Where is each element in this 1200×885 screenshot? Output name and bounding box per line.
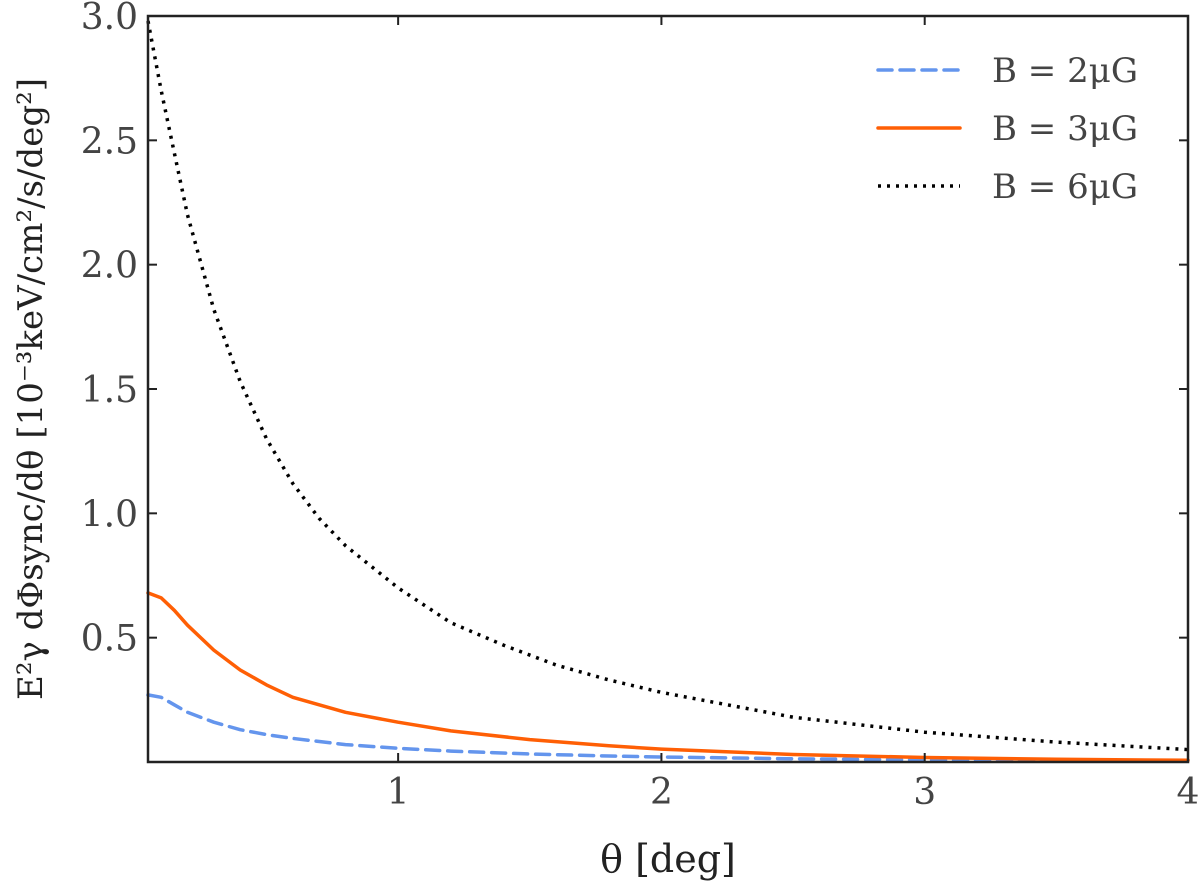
series-line-1 [146, 693, 1190, 764]
legend-label-3: B = 6μG [992, 167, 1138, 207]
legend-label-1: B = 2μG [992, 51, 1138, 91]
legend-label-2: B = 3μG [992, 109, 1138, 149]
legend: B = 2μG B = 3μG B = 6μG [876, 51, 1138, 207]
series-line-2 [146, 591, 1190, 763]
y-tick-label: 2.0 [81, 246, 138, 287]
series-layer [146, 20, 1190, 764]
x-tick-label: 1 [387, 772, 410, 813]
y-tick-label: 2.5 [81, 121, 138, 162]
x-tick-label: 4 [1177, 772, 1200, 813]
x-tick-label: 2 [650, 772, 673, 813]
x-axis-title: θ [deg] [600, 837, 736, 881]
y-tick-label: 1.0 [81, 494, 138, 535]
x-tick-label: 3 [913, 772, 936, 813]
series-line-3 [146, 20, 1189, 752]
y-tick-label: 3.0 [81, 0, 138, 38]
y-axis-title: E²γ dΦsync/dθ [10⁻³keV/cm²/s/deg²] [11, 78, 51, 700]
ticks-layer: 1 2 3 4 0.5 1.0 1.5 2.0 2.5 3.0 [81, 0, 1200, 813]
y-tick-label: 1.5 [81, 370, 138, 411]
y-tick-label: 0.5 [81, 619, 138, 660]
